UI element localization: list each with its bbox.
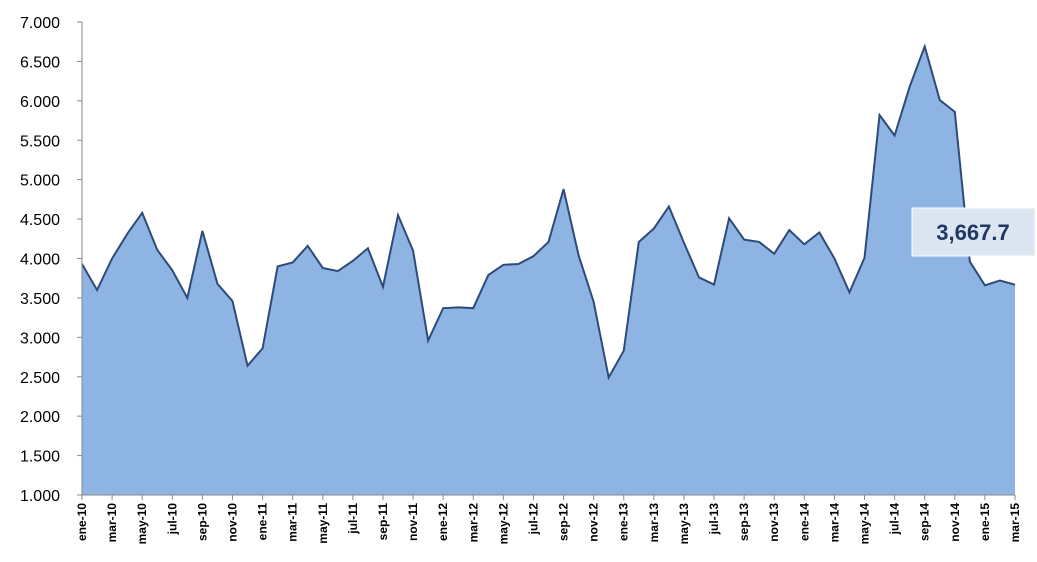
y-tick-label: 5.500 xyxy=(20,133,60,150)
x-tick-label: nov-13 xyxy=(767,503,781,542)
x-tick-label: mar-15 xyxy=(1008,503,1022,543)
x-tick-label: mar-13 xyxy=(647,503,661,543)
x-tick-label: ene-12 xyxy=(436,503,450,541)
x-tick-label: ene-13 xyxy=(617,503,631,541)
x-tick-label: sep-13 xyxy=(737,503,751,541)
data-label: 3,667.7 xyxy=(911,207,1036,257)
x-tick-label: nov-12 xyxy=(587,503,601,542)
y-tick-label: 2.500 xyxy=(20,370,60,387)
y-tick-label: 4.500 xyxy=(20,212,60,229)
x-tick-label: may-11 xyxy=(316,503,330,544)
x-tick-label: sep-11 xyxy=(376,503,390,541)
x-tick-label: jul-10 xyxy=(165,503,179,536)
x-tick-label: nov-14 xyxy=(948,503,962,542)
x-tick-label: ene-11 xyxy=(256,503,270,541)
area xyxy=(82,46,1015,496)
x-tick-label: jul-12 xyxy=(526,503,540,536)
x-tick-label: mar-10 xyxy=(105,503,119,543)
y-tick-label: 4.000 xyxy=(20,252,60,269)
y-tick-label: 6.500 xyxy=(20,54,60,71)
data-label-text: 3,667.7 xyxy=(936,220,1009,245)
y-tick-label: 1.500 xyxy=(20,449,60,466)
data-label-box xyxy=(911,207,1036,257)
x-tick-label: jul-14 xyxy=(888,503,902,536)
x-tick-label: sep-12 xyxy=(557,503,571,541)
y-tick-label: 1.000 xyxy=(20,488,60,505)
x-tick-label: sep-14 xyxy=(918,503,932,541)
y-tick-label: 7.000 xyxy=(20,15,60,32)
y-tick-label: 2.000 xyxy=(20,409,60,426)
x-tick-label: mar-14 xyxy=(827,503,841,543)
x-tick-label: may-12 xyxy=(496,503,510,545)
x-tick-label: nov-11 xyxy=(406,503,420,541)
x-tick-label: mar-11 xyxy=(286,503,300,542)
x-tick-label: may-13 xyxy=(677,503,691,545)
y-tick-label: 3.500 xyxy=(20,291,60,308)
x-tick-label: ene-10 xyxy=(75,503,89,541)
x-tick-label: ene-15 xyxy=(978,503,992,541)
x-tick-label: nov-10 xyxy=(225,503,239,542)
x-tick-label: jul-11 xyxy=(346,503,360,535)
x-tick-label: ene-14 xyxy=(797,503,811,541)
y-tick-label: 3.000 xyxy=(20,330,60,347)
line xyxy=(81,43,1016,381)
x-tick-label: mar-12 xyxy=(466,503,480,543)
x-tick-label: sep-10 xyxy=(195,503,209,541)
x-tick-label: may-14 xyxy=(858,503,872,545)
y-tick-label: 5.000 xyxy=(20,173,60,190)
x-tick-label: may-10 xyxy=(135,503,149,545)
y-tick-label: 6.000 xyxy=(20,94,60,111)
x-tick-label: jul-13 xyxy=(707,503,721,536)
